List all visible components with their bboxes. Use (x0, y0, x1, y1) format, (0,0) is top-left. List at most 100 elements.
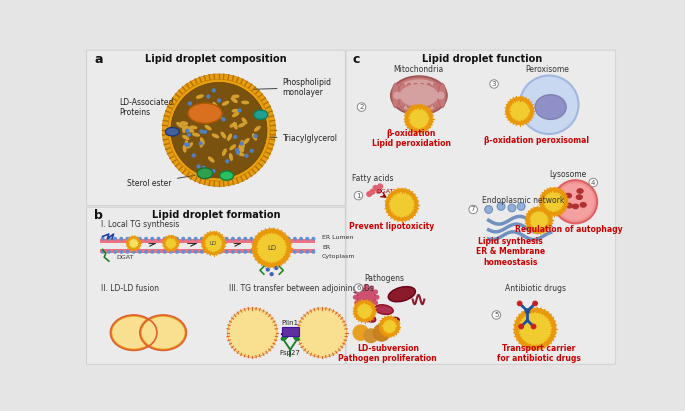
Circle shape (359, 286, 362, 290)
Text: LD-Associated
Proteins: LD-Associated Proteins (120, 98, 187, 117)
Circle shape (370, 286, 373, 290)
Circle shape (293, 250, 297, 253)
Circle shape (356, 302, 373, 320)
Ellipse shape (185, 141, 188, 148)
Circle shape (469, 205, 477, 214)
Circle shape (373, 185, 378, 190)
Circle shape (245, 154, 248, 157)
Circle shape (519, 324, 523, 329)
Circle shape (151, 250, 153, 253)
Circle shape (151, 238, 153, 240)
Circle shape (275, 238, 277, 240)
Circle shape (171, 83, 267, 178)
Circle shape (526, 207, 552, 233)
Circle shape (227, 308, 277, 357)
Circle shape (529, 210, 549, 230)
Circle shape (299, 238, 303, 240)
Ellipse shape (220, 171, 234, 180)
Text: Fatty acids: Fatty acids (351, 174, 393, 183)
Circle shape (138, 250, 141, 253)
Ellipse shape (238, 123, 245, 127)
Circle shape (373, 301, 377, 305)
Circle shape (195, 250, 197, 253)
Circle shape (213, 250, 216, 253)
Circle shape (525, 309, 530, 314)
Ellipse shape (438, 83, 446, 108)
Ellipse shape (223, 149, 226, 155)
Ellipse shape (183, 135, 189, 140)
Circle shape (430, 92, 437, 99)
Text: Sterol ester: Sterol ester (127, 175, 199, 187)
Circle shape (204, 234, 223, 253)
Ellipse shape (183, 126, 186, 132)
Circle shape (163, 236, 179, 251)
Ellipse shape (244, 139, 249, 144)
Circle shape (186, 143, 190, 146)
Circle shape (262, 238, 265, 240)
Circle shape (157, 250, 160, 253)
Ellipse shape (181, 122, 188, 125)
Circle shape (232, 238, 234, 240)
Circle shape (182, 250, 185, 253)
Circle shape (518, 312, 552, 346)
Text: 3: 3 (492, 81, 497, 87)
Ellipse shape (394, 79, 444, 112)
Circle shape (213, 238, 216, 240)
Text: LD: LD (267, 245, 276, 251)
Ellipse shape (140, 316, 186, 350)
Circle shape (517, 301, 522, 306)
Circle shape (219, 238, 222, 240)
Circle shape (557, 183, 594, 220)
Circle shape (250, 250, 253, 253)
Ellipse shape (183, 145, 186, 152)
Text: 4: 4 (591, 180, 595, 185)
Circle shape (219, 113, 222, 116)
Circle shape (517, 203, 525, 210)
Ellipse shape (242, 101, 249, 104)
Circle shape (236, 151, 240, 154)
Circle shape (201, 250, 203, 253)
Text: ER: ER (322, 245, 330, 250)
Ellipse shape (233, 113, 239, 117)
Ellipse shape (399, 83, 406, 108)
Circle shape (370, 305, 373, 309)
Circle shape (357, 288, 375, 307)
Text: a: a (94, 53, 103, 66)
Circle shape (366, 192, 372, 196)
Circle shape (254, 134, 257, 138)
Text: β-oxidation peroxisomal: β-oxidation peroxisomal (484, 136, 589, 145)
Circle shape (238, 238, 240, 240)
Ellipse shape (177, 122, 182, 127)
Circle shape (225, 160, 229, 163)
Circle shape (281, 238, 284, 240)
Circle shape (382, 319, 397, 334)
Ellipse shape (391, 76, 447, 115)
Ellipse shape (212, 118, 219, 121)
Circle shape (207, 95, 210, 98)
Circle shape (207, 238, 210, 240)
Circle shape (157, 238, 160, 240)
Circle shape (244, 238, 247, 240)
Text: Phospholipid
monolayer: Phospholipid monolayer (254, 78, 332, 97)
Text: LD: LD (210, 241, 217, 246)
Circle shape (182, 238, 185, 240)
Ellipse shape (294, 336, 299, 340)
Ellipse shape (239, 145, 242, 152)
Ellipse shape (241, 145, 244, 152)
Circle shape (269, 250, 271, 253)
Text: ER Lumen: ER Lumen (322, 235, 353, 240)
Bar (99, 239, 315, 242)
FancyBboxPatch shape (346, 50, 616, 364)
Circle shape (353, 300, 375, 322)
Circle shape (540, 188, 568, 216)
Circle shape (201, 238, 203, 240)
Circle shape (202, 232, 225, 255)
Circle shape (375, 296, 379, 299)
Ellipse shape (232, 109, 239, 112)
Circle shape (354, 192, 362, 200)
Ellipse shape (254, 110, 268, 119)
Ellipse shape (565, 193, 571, 198)
Circle shape (520, 76, 579, 134)
Ellipse shape (281, 336, 287, 340)
Text: 2: 2 (360, 104, 364, 110)
